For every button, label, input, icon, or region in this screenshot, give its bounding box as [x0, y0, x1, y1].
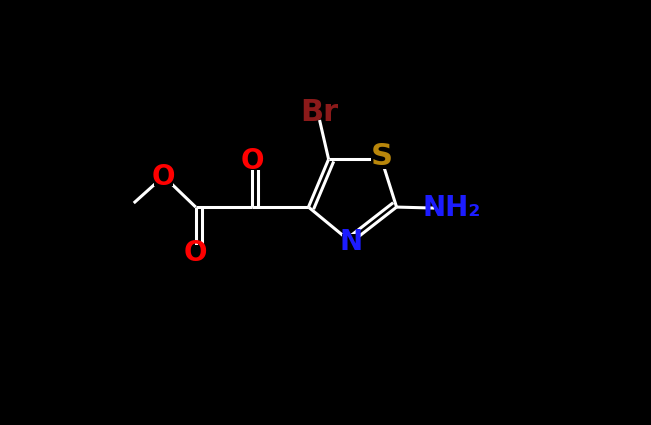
Bar	[342, 233, 360, 251]
Bar	[154, 168, 173, 186]
Text: O: O	[240, 147, 264, 175]
Bar	[243, 152, 262, 170]
Bar	[372, 149, 391, 169]
Text: Br: Br	[301, 98, 339, 127]
Bar	[186, 244, 205, 262]
Text: O: O	[184, 239, 208, 267]
Text: O: O	[152, 163, 175, 191]
Text: S: S	[370, 142, 393, 171]
Text: N: N	[340, 228, 363, 256]
Text: NH₂: NH₂	[422, 194, 481, 222]
